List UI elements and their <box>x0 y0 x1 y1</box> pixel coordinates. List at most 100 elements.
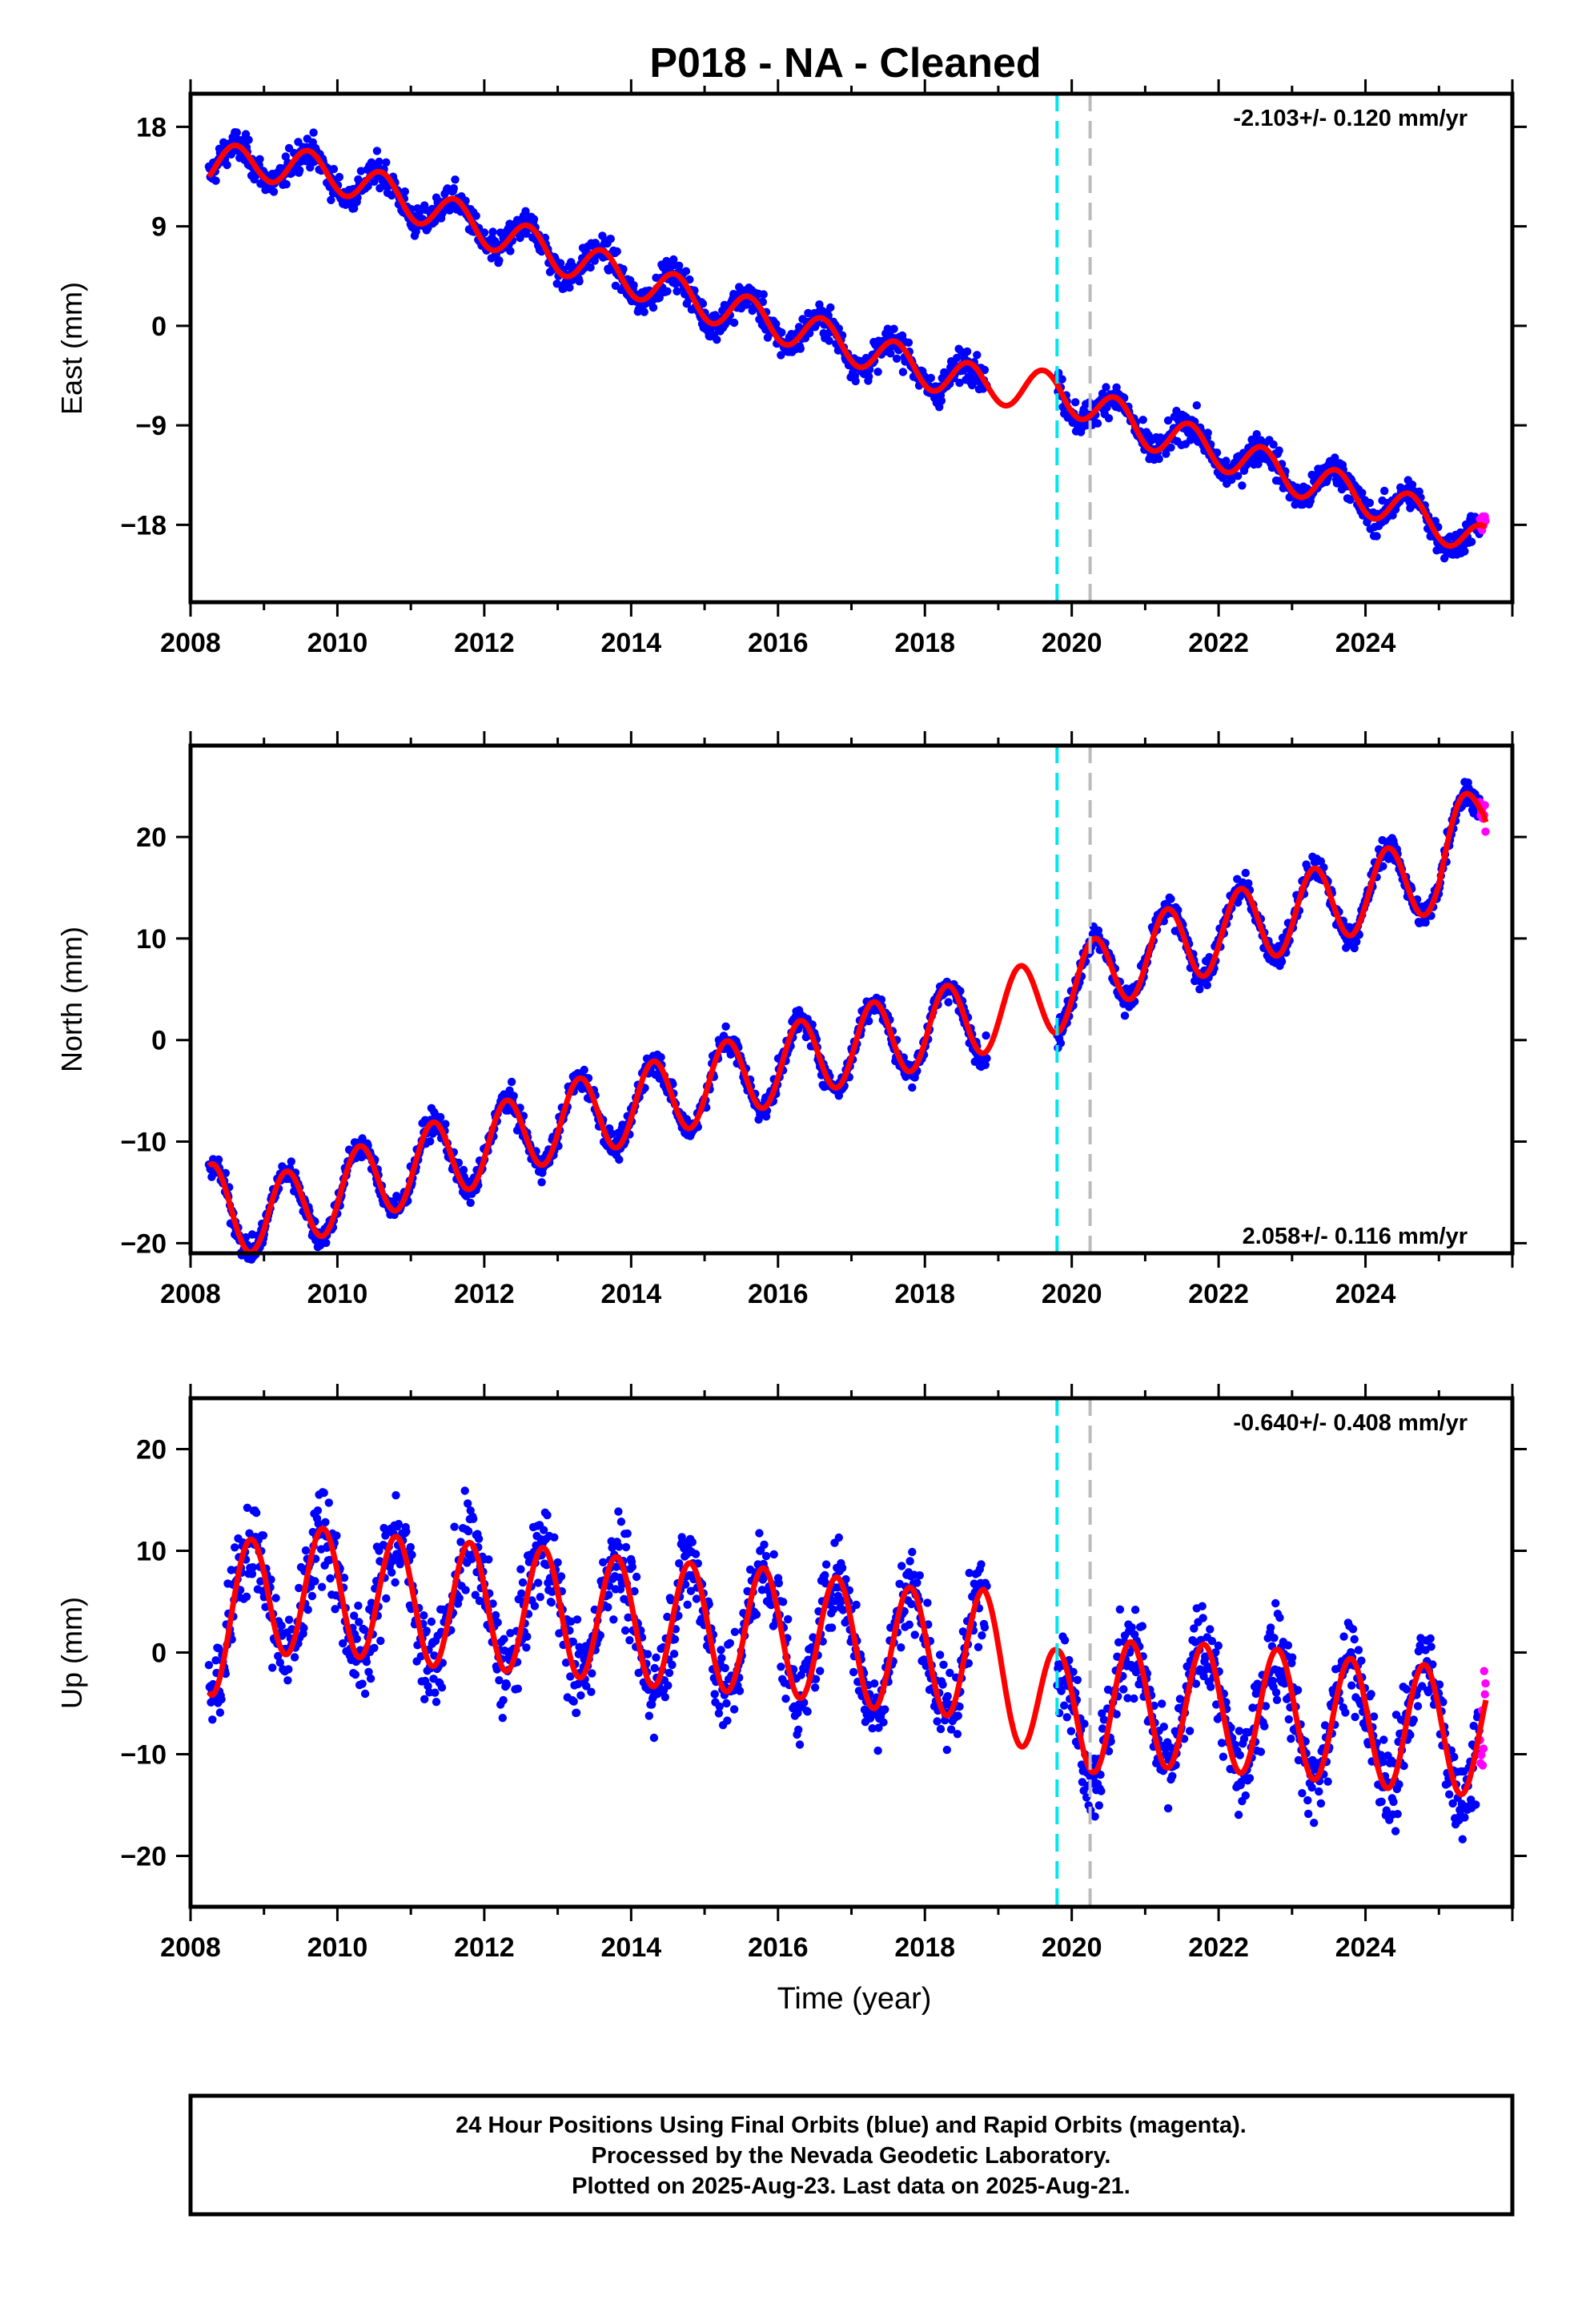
north-final-point <box>1203 981 1212 990</box>
east-final-point <box>1093 419 1102 428</box>
up-final-point <box>324 1498 333 1507</box>
north-final-point <box>426 1137 435 1146</box>
east-final-point <box>1252 430 1261 439</box>
east-final-point <box>382 158 391 167</box>
up-final-point <box>215 1708 225 1717</box>
up-final-point <box>499 1695 508 1705</box>
north-final-point <box>615 1155 624 1164</box>
east-ytick-label: −9 <box>135 411 167 441</box>
up-final-point <box>283 1676 292 1685</box>
up-final-point <box>530 1602 540 1610</box>
east-final-point <box>1346 495 1355 505</box>
east-final-point <box>892 354 901 363</box>
east-final-point <box>1460 547 1469 556</box>
up-final-point <box>311 1577 319 1586</box>
up-final-point <box>326 1574 335 1583</box>
up-final-point <box>406 1542 415 1552</box>
east-final-point <box>232 128 241 137</box>
up-final-point <box>815 1667 825 1675</box>
east-final-point <box>506 247 515 255</box>
north-frame <box>188 743 1515 1256</box>
east-final-point <box>980 365 990 375</box>
up-final-point <box>231 1543 239 1552</box>
up-final-point <box>1214 1641 1223 1651</box>
up-final-point <box>1219 1752 1228 1761</box>
east-final-point <box>356 167 366 175</box>
east-final-point <box>648 303 658 312</box>
up-final-point <box>632 1572 641 1582</box>
up-final-point <box>735 1687 745 1695</box>
east-final-point <box>1203 428 1212 437</box>
up-final-point <box>420 1611 428 1620</box>
east-final-point <box>269 187 279 196</box>
up-final-point <box>913 1578 921 1587</box>
north-final-point <box>944 998 953 1007</box>
east-final-point <box>295 166 304 175</box>
east-final-point <box>244 135 253 144</box>
up-final-point <box>650 1663 659 1673</box>
east-final-point <box>1275 446 1283 455</box>
north-final-point <box>1241 868 1251 878</box>
up-final-point <box>1090 1812 1099 1821</box>
north-final-point <box>509 1092 518 1100</box>
up-final-point <box>1207 1683 1215 1691</box>
up-final-point <box>553 1558 562 1567</box>
east-final-point <box>851 376 860 386</box>
east-final-point <box>612 247 621 256</box>
east-final-point <box>335 172 344 182</box>
east-final-point <box>495 256 504 265</box>
up-final-point <box>534 1578 543 1587</box>
up-final-point <box>498 1714 507 1723</box>
east-final-point <box>777 351 785 360</box>
north-final-point <box>908 1083 917 1092</box>
east-final-point <box>825 336 833 345</box>
up-final-point <box>669 1650 679 1659</box>
east-final-point <box>796 344 805 353</box>
east-xtick-label: 2010 <box>307 628 368 658</box>
east-final-point <box>1166 443 1175 452</box>
up-final-point <box>354 1601 363 1610</box>
up-final-point <box>455 1594 464 1602</box>
east-final-point <box>1365 498 1375 508</box>
east-final-point <box>826 303 835 312</box>
north-final-point <box>721 1022 730 1031</box>
north-x-ticks: 2008 2010 2012 2014 2016 2018 2020 2022 2024 <box>160 731 1514 1309</box>
east-final-point <box>772 320 781 328</box>
north-final-point <box>322 1238 331 1248</box>
up-final-point <box>722 1699 731 1708</box>
north-final-point <box>466 1198 475 1208</box>
up-final-point <box>1115 1605 1125 1614</box>
north-final-point <box>507 1077 516 1087</box>
up-final-point <box>569 1697 578 1706</box>
up-final-point <box>837 1563 847 1573</box>
up-final-point <box>873 1746 882 1755</box>
east-final-point <box>1467 537 1476 546</box>
up-final-point <box>710 1690 719 1699</box>
up-final-point <box>432 1698 441 1707</box>
up-final-point <box>1127 1623 1136 1632</box>
north-final-point <box>1166 895 1175 903</box>
east-final-point <box>521 207 530 215</box>
up-final-point <box>376 1636 385 1646</box>
up-final-point <box>623 1529 632 1538</box>
north-final-point <box>1120 1011 1130 1020</box>
east-ytick-label: −18 <box>120 510 167 541</box>
up-final-point <box>208 1715 217 1724</box>
up-final-point <box>362 1658 371 1667</box>
up-final-point <box>717 1654 726 1663</box>
up-final-point <box>644 1711 653 1720</box>
up-final-point <box>604 1602 612 1612</box>
up-final-point <box>977 1560 986 1569</box>
up-final-point <box>1185 1727 1195 1735</box>
east-final-point <box>1212 448 1222 457</box>
up-final-point <box>609 1615 618 1624</box>
up-final-point <box>628 1562 636 1571</box>
east-final-point <box>488 227 497 236</box>
up-final-point <box>953 1730 962 1739</box>
east-final-point <box>223 160 231 170</box>
up-final-point <box>643 1650 652 1659</box>
up-final-point <box>493 1618 502 1627</box>
up-final-point <box>755 1529 764 1538</box>
